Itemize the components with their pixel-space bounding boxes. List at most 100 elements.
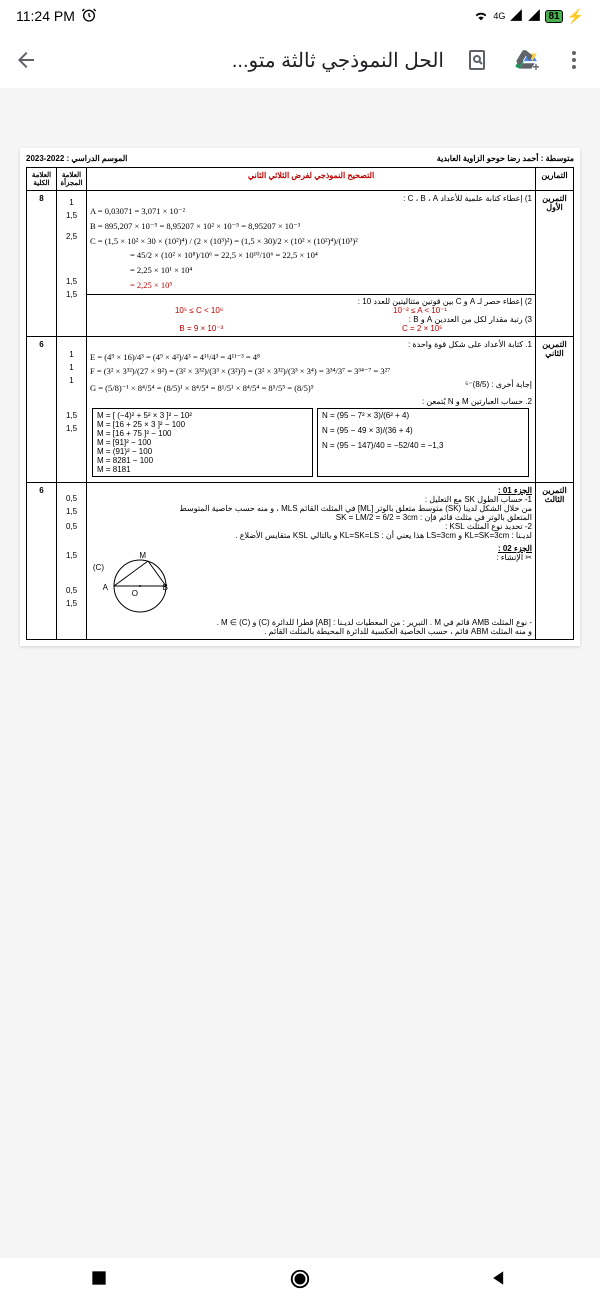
ex2-m2: M = [16 + 25 × 3 ]² − 100 (97, 420, 308, 429)
solutions-table: التمارين التصحيح النموذجي لفرض الثلاثي ا… (26, 167, 574, 640)
ex2-m-box: M = [ (−4)² + 5² × 3 ]² − 10² M = [16 + … (92, 408, 313, 477)
ex1-c2: = 45/2 × (10² × 10⁸)/10⁶ = 22,5 × 10¹⁰/1… (90, 249, 532, 262)
ex2-label: التمرين الثاني (536, 336, 574, 482)
alarm-icon (81, 7, 97, 26)
ex2-mark-4: 1,5 (60, 411, 83, 420)
ex2-m1: M = [ (−4)² + 5² × 3 ]² − 10² (97, 411, 308, 420)
nav-bar (0, 1258, 600, 1300)
ex3-part2: الجزء 02 : (198, 544, 532, 553)
ex2-m4: M = [91]² − 100 (97, 438, 308, 447)
ex1-mark-2: 1,5 (60, 211, 83, 220)
ex3-label: التمرين الثالث (536, 482, 574, 639)
charging-icon: ⚡ (567, 8, 584, 25)
ex3-mark-3: 0,5 (60, 522, 83, 531)
ex1-total: 8 (27, 191, 57, 337)
ex2-e: E = (4⁹ × 16)/4³ = (4⁹ × 4²)/4³ = 4¹¹/4³… (90, 351, 532, 364)
ex3-p1-text: من خلال الشكل لدينا (SK) متوسط متعلق بال… (90, 504, 532, 513)
drive-button[interactable]: + (512, 46, 540, 74)
ex3-content: الجزء 01 : 1- حساب الطول SK مع التعليل :… (87, 482, 536, 639)
diagram-O: O (132, 589, 138, 598)
ex1-q3: 3) رتبة مقدار لكل من العددين A و B : (90, 315, 532, 324)
ex2-mark-3: 1 (60, 376, 83, 385)
status-left: 11:24 PM (16, 7, 97, 26)
find-button[interactable] (464, 46, 492, 74)
circle-diagram: A B M O (C) (90, 546, 190, 616)
ex2-q2: 2. حساب العبارتين M و N يُتمعن : (90, 397, 532, 406)
ex1-label: التمرين الأول (536, 191, 574, 337)
ex2-n3: N = (95 − 147)/40 = −52/40 = −1,3 (322, 441, 524, 450)
diagram-C: (C) (93, 563, 104, 572)
school-name: متوسطة : أحمد رضا حوحو الزاوية العابدية (437, 154, 574, 163)
ex2-total: 6 (27, 336, 57, 482)
status-time: 11:24 PM (16, 8, 75, 24)
signal-icon-2 (527, 8, 541, 25)
ex3-p1-2: 2- تحديد نوع المثلث KSL : (90, 522, 532, 531)
diagram-M: M (139, 551, 146, 560)
ex2-content: 1. كتابة الأعداد على شكل قوة واحدة : E =… (87, 336, 536, 482)
ex1-mark-1: 1 (60, 198, 83, 207)
ex2-g: G = (5/8)⁻¹ × 8⁴/5⁴ = (8/5)¹ × 8⁴/5⁴ = 8… (90, 382, 314, 395)
ex1-mark-5: 1,5 (60, 290, 83, 299)
diagram-A: A (103, 583, 109, 592)
ex3-construct: ✂ الإنشاء : (198, 553, 532, 562)
ex3-p1-1: 1- حساب الطول SK مع التعليل : (90, 495, 532, 504)
document-page: متوسطة : أحمد رضا حوحو الزاوية العابدية … (20, 148, 580, 646)
ex3-total: 6 (27, 482, 57, 639)
diagram-B: B (163, 583, 168, 592)
ex1-bound-c: 10⁵ ≤ C < 10⁶ (175, 306, 223, 315)
ex1-c3: = 2,25 × 10¹ × 10⁴ (90, 264, 532, 277)
ex3-mark-6: 1,5 (60, 599, 83, 608)
ex3-p2-prop: و منه المثلث ABM قائم ، حسب الخاصية العك… (90, 627, 532, 636)
document-viewport[interactable]: متوسطة : أحمد رضا حوحو الزاوية العابدية … (0, 88, 600, 1258)
status-right: 4G 81 ⚡ (473, 7, 584, 26)
ex3-mark-4: 1,5 (60, 551, 83, 560)
more-button[interactable] (560, 46, 588, 74)
ex2-mark-2: 1 (60, 363, 83, 372)
ex2-f: F = (3² × 3³²)/(27 × 9²) = (3² × 3³²)/(3… (90, 365, 532, 378)
ex1-c1: C = (1,5 × 10² × 30 × (10²)⁴) / (2 × (10… (90, 235, 532, 248)
ex3-p2-type: - نوع المثلث AMB قائم في M . التبرير : م… (90, 618, 532, 627)
network-label: 4G (493, 11, 505, 21)
ex2-m3: M = [16 + 75 ]² − 100 (97, 429, 308, 438)
battery-indicator: 81 (545, 10, 562, 23)
ex1-content: 1) إعطاء كتابة علمية للأعداد C ، B ، A :… (87, 191, 536, 337)
ex2-n-box: N = (95 − 7² × 3)/(6² + 4) N = (95 − 49 … (317, 408, 529, 477)
ex1-q2: 2) إعطاء حصر لـ A و C بين قوتين متتاليتي… (90, 297, 532, 306)
status-bar: 11:24 PM 4G 81 ⚡ (0, 0, 600, 32)
ex1-mark-3: 2,5 (60, 232, 83, 241)
ex1-marks: 1 1,5 2,5 1,5 1,5 (57, 191, 87, 337)
nav-home[interactable] (289, 1268, 311, 1290)
ex2-m6: M = 8281 − 100 (97, 456, 308, 465)
ex2-marks: 1 1 1 1,5 1,5 (57, 336, 87, 482)
ex3-p1-2text: لديـنا : KL=SK=3cm و LS=3cm هذا يعني أن … (90, 531, 532, 540)
ex3-mark-1: 0,5 (60, 494, 83, 503)
nav-recent[interactable] (89, 1268, 111, 1290)
header-partial: العلامة المجزأة (57, 168, 87, 191)
ex2-m7: M = 8181 (97, 465, 308, 474)
academic-year: الموسم الدراسي : 2022-2023 (26, 154, 127, 163)
wifi-icon (473, 7, 489, 26)
header-exercises: التمارين (536, 168, 574, 191)
back-button[interactable] (12, 46, 40, 74)
ex2-q1: 1. كتابة الأعداد على شكل قوة واحدة : (90, 340, 532, 349)
ex2-mark-5: 1,5 (60, 424, 83, 433)
ex3-p1-calc: المتعلق بالوتر في مثلث قائم فإن : SK = L… (90, 513, 532, 522)
ex3-part1: الجزء 01 : (90, 486, 532, 495)
doc-header: متوسطة : أحمد رضا حوحو الزاوية العابدية … (26, 154, 574, 163)
ex1-mark-4: 1,5 (60, 277, 83, 286)
header-total: العلامة الكلية (27, 168, 57, 191)
ex2-n1: N = (95 − 7² × 3)/(6² + 4) (322, 411, 524, 420)
ex2-mark-1: 1 (60, 350, 83, 359)
ex1-order-c: C = 2 × 10⁵ (402, 324, 443, 333)
ex3-marks: 0,5 1,5 0,5 1,5 0,5 1,5 (57, 482, 87, 639)
svg-text:+: + (533, 60, 540, 73)
nav-back[interactable] (489, 1268, 511, 1290)
ex3-mark-2: 1,5 (60, 507, 83, 516)
ex1-order-b: B = 9 × 10⁻³ (179, 324, 223, 333)
ex1-a: A = 0,03071 = 3,071 × 10⁻² (90, 205, 532, 218)
app-bar: الحل النموذجي ثالثة متو... + (0, 32, 600, 88)
ex2-g-other: إجابة أخرى : (8/5)⁻⁵ (465, 380, 532, 397)
ex1-b: B = 895,207 × 10⁻⁵ = 8,95207 × 10² × 10⁻… (90, 220, 532, 233)
ex3-mark-5: 0,5 (60, 586, 83, 595)
ex2-n2: N = (95 − 49 × 3)/(36 + 4) (322, 426, 524, 435)
